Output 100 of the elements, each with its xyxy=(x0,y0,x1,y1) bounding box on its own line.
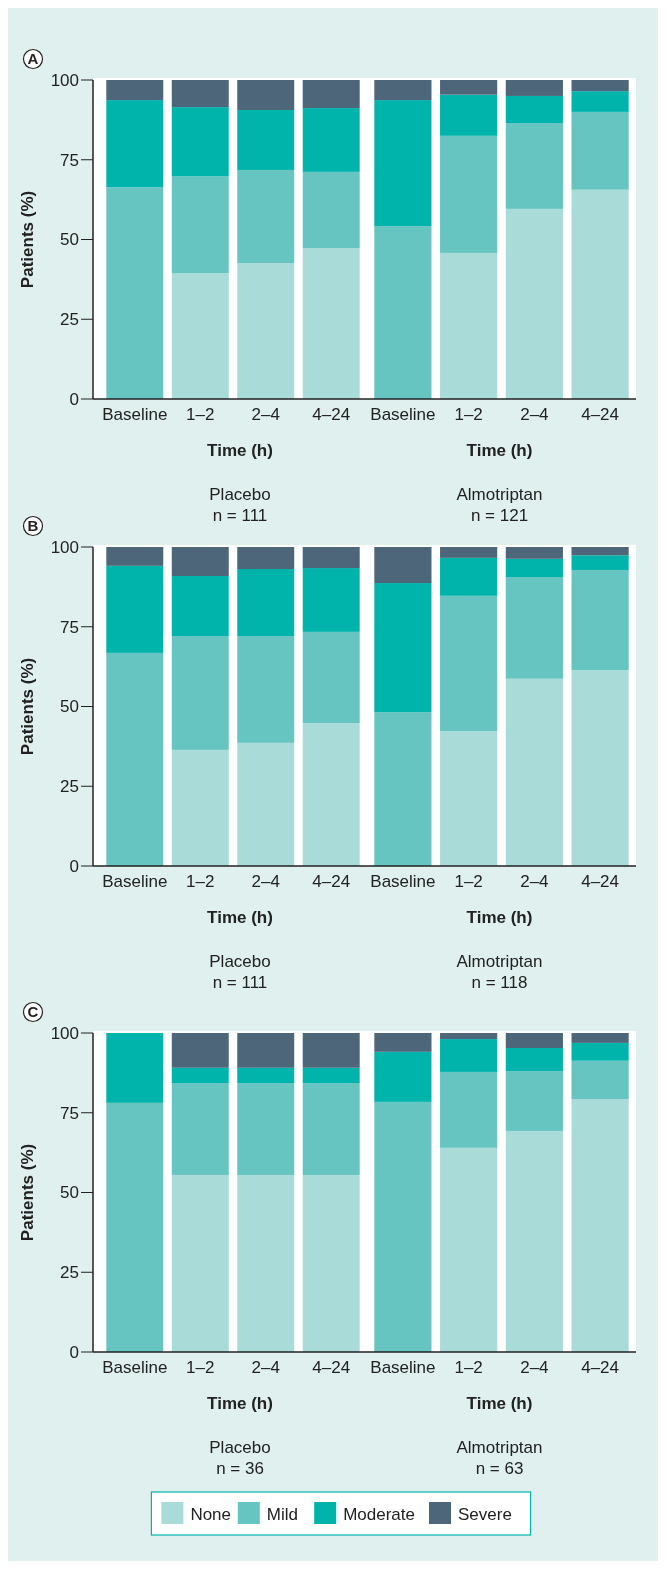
bar xyxy=(237,636,295,743)
y-axis-title: Patients (%) xyxy=(18,657,37,756)
bar xyxy=(302,631,360,724)
bar xyxy=(374,1051,432,1102)
y-tick-label: 75 xyxy=(60,617,79,637)
bar xyxy=(237,80,295,110)
x-axis-title: Time (h) xyxy=(466,908,533,927)
bar xyxy=(237,109,295,170)
x-axis-title: Time (h) xyxy=(466,441,533,460)
bar xyxy=(505,1130,563,1352)
bar xyxy=(571,670,629,866)
x-tick-label: 4–24 xyxy=(581,1358,620,1377)
bar xyxy=(505,208,563,399)
bar xyxy=(440,80,498,95)
y-tick-label: 100 xyxy=(50,537,79,557)
bar xyxy=(505,678,563,866)
x-tick-label: 2–4 xyxy=(520,872,549,891)
text: n = 36 xyxy=(216,1459,264,1478)
bar xyxy=(505,95,563,124)
x-tick-label: 1–2 xyxy=(454,405,483,424)
text: Placebo xyxy=(209,952,271,971)
bar xyxy=(505,576,563,679)
x-tick-label: Baseline xyxy=(102,872,168,891)
bar xyxy=(440,135,498,253)
bar xyxy=(505,80,563,96)
bar xyxy=(237,263,295,399)
bar xyxy=(171,1033,229,1068)
bar xyxy=(374,583,432,713)
bar xyxy=(505,1033,563,1048)
bar xyxy=(237,1174,295,1352)
bar xyxy=(302,1083,360,1175)
bar xyxy=(302,568,360,632)
y-tick-label: 50 xyxy=(60,1183,79,1203)
bar xyxy=(302,248,360,399)
bar xyxy=(302,723,360,866)
y-tick-label: 0 xyxy=(69,856,79,876)
bar xyxy=(571,91,629,112)
y-tick-label: 25 xyxy=(60,310,79,330)
bar xyxy=(302,1067,360,1084)
x-tick-label: Baseline xyxy=(102,1358,168,1377)
x-tick-label: 1–2 xyxy=(186,1358,215,1377)
y-tick-label: 50 xyxy=(60,697,79,717)
text: n = 111 xyxy=(212,973,268,992)
bar xyxy=(106,100,164,188)
bar xyxy=(106,652,164,866)
x-tick-label: 4–24 xyxy=(581,872,620,891)
x-axis-title: Time (h) xyxy=(207,1394,273,1413)
bar xyxy=(237,1067,295,1084)
y-tick-label: 75 xyxy=(60,1103,79,1123)
bar xyxy=(571,111,629,190)
bar xyxy=(171,107,229,177)
bar xyxy=(374,1033,432,1052)
bar xyxy=(302,108,360,172)
chart-title: C xyxy=(27,1003,39,1021)
y-tick-label: 75 xyxy=(60,150,79,170)
bar xyxy=(374,226,432,399)
bar xyxy=(374,547,432,584)
bar xyxy=(440,1039,498,1072)
x-tick-label: 4–24 xyxy=(312,872,351,891)
bar xyxy=(571,1099,629,1352)
text: Almotriptan xyxy=(456,485,543,504)
bar xyxy=(440,1033,498,1040)
bar xyxy=(106,565,164,653)
x-tick-label: 1–2 xyxy=(186,405,215,424)
x-tick-label: Baseline xyxy=(370,872,436,891)
x-tick-label: 4–24 xyxy=(581,405,620,424)
text: n = 111 xyxy=(212,506,268,525)
bar xyxy=(237,742,295,866)
bar xyxy=(106,547,164,566)
bar xyxy=(571,569,629,671)
bar xyxy=(505,547,563,559)
y-tick-label: 0 xyxy=(69,389,79,409)
x-tick-label: 4–24 xyxy=(312,1358,351,1377)
bar xyxy=(440,595,498,732)
bar xyxy=(106,187,164,399)
x-tick-label: Baseline xyxy=(370,405,436,424)
bar xyxy=(171,1067,229,1084)
x-tick-label: 2–4 xyxy=(520,405,549,424)
x-tick-label: 4–24 xyxy=(312,405,351,424)
y-tick-label: 100 xyxy=(50,1023,79,1043)
bar xyxy=(237,1033,295,1068)
bar xyxy=(302,1174,360,1352)
bar xyxy=(505,123,563,209)
bar xyxy=(302,1033,360,1068)
y-axis-title: Patients (%) xyxy=(18,190,37,289)
text: Placebo xyxy=(209,485,271,504)
bar xyxy=(237,1083,295,1175)
bar xyxy=(374,80,432,101)
bar xyxy=(171,80,229,108)
x-tick-label: 1–2 xyxy=(186,872,215,891)
x-axis-title: Time (h) xyxy=(207,908,273,927)
text: Almotriptan xyxy=(456,1438,543,1457)
legend-label: Severe xyxy=(458,1504,512,1524)
x-tick-label: Baseline xyxy=(370,1358,436,1377)
x-tick-label: 1–2 xyxy=(454,872,483,891)
legend-label: None xyxy=(190,1504,232,1524)
bar xyxy=(171,749,229,866)
bar xyxy=(505,558,563,577)
bar xyxy=(171,636,229,750)
bar xyxy=(571,547,629,556)
